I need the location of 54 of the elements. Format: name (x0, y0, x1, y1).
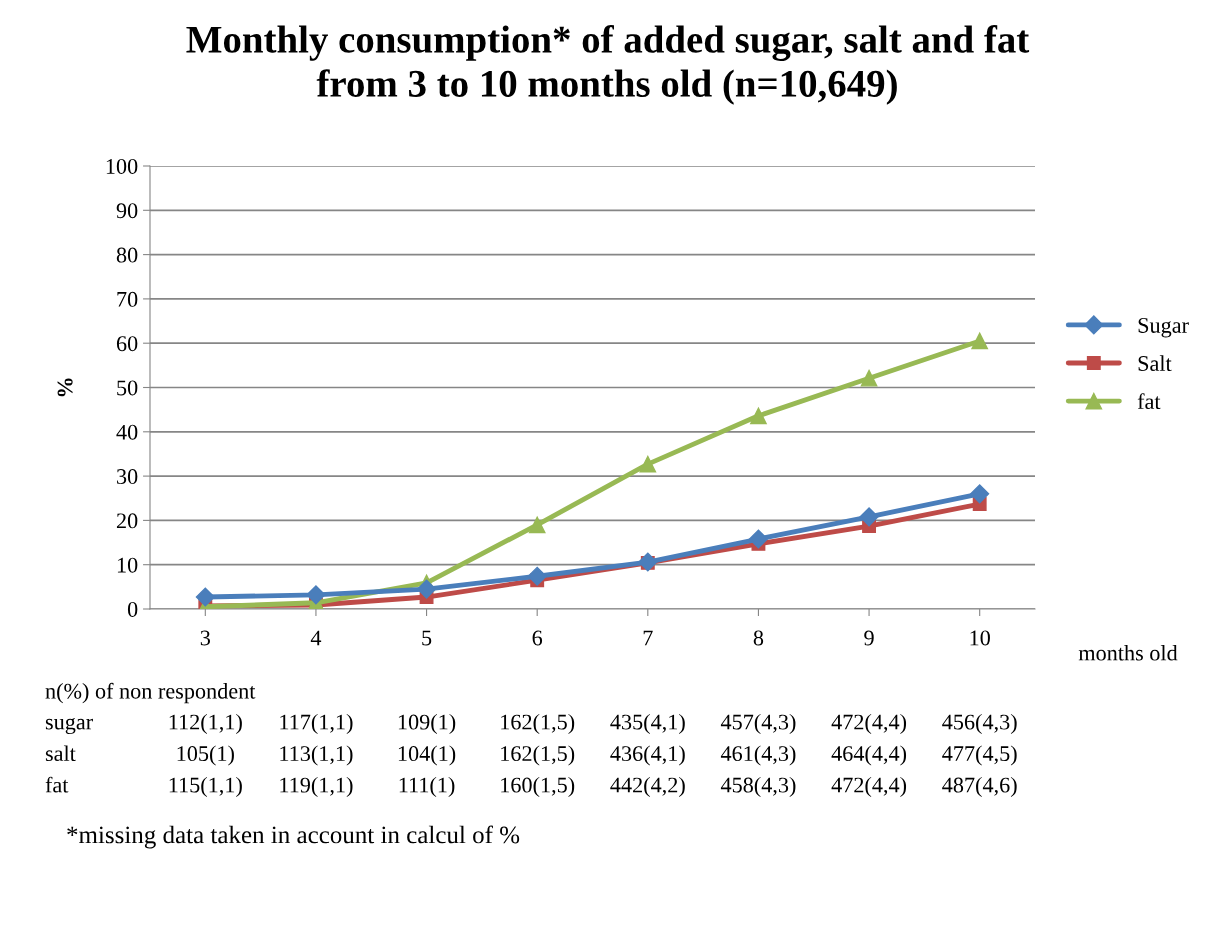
text: 117(1,1) (280, 713, 353, 735)
text: 112(1,1) (169, 713, 242, 735)
y-tick-label: 70 (117, 291, 138, 307)
text: 472(4,4) (831, 776, 907, 798)
text: 436(4,1) (610, 745, 685, 766)
y-tick-label: 30 (117, 469, 138, 485)
y-axis-title: % (57, 378, 73, 397)
text: 472(4,4) (831, 713, 907, 735)
text: 487(4,6) (942, 776, 1017, 798)
text: 109(1) (398, 713, 456, 735)
text: 105(1) (177, 745, 234, 766)
y-tick-label: 0 (127, 601, 138, 617)
x-axis-title: months old (1078, 644, 1178, 661)
text: 160(1,5) (501, 776, 575, 798)
x-tick-label: 4 (310, 630, 322, 646)
x-tick-label: 8 (753, 630, 764, 646)
y-tick-label: 50 (117, 380, 138, 396)
y-tick-label: 90 (116, 203, 138, 219)
text: 457(4,3) (720, 713, 796, 735)
text: 104(1) (398, 745, 456, 766)
x-tick-label: 6 (532, 630, 543, 646)
x-tick-label: 10 (970, 630, 990, 646)
text: 442(4,2) (610, 776, 685, 798)
text: 113(1,1) (280, 745, 353, 766)
text: sugar (45, 717, 93, 735)
text: 111(1) (399, 776, 455, 798)
y-tick-label: 10 (117, 557, 138, 573)
text: *missing data taken in account in calcul of % (67, 825, 520, 849)
text: 115(1,1) (169, 776, 242, 798)
text: 461(4,3) (720, 745, 796, 766)
text: salt (45, 745, 76, 762)
y-tick-label: 40 (116, 424, 138, 440)
chart-title: Monthly consumption* of added sugar, salt and fat from 3 to 10 months old (n=10,649) (186, 25, 1030, 105)
y-tick-label: 100 (106, 158, 138, 174)
legend-label: Sugar (1138, 317, 1189, 338)
legend-label: Salt (1138, 355, 1172, 372)
text: 477(4,5) (942, 745, 1017, 766)
text: 119(1,1) (280, 776, 353, 798)
text: 435(4,1) (610, 713, 685, 735)
x-tick-label: 5 (422, 630, 432, 646)
text: 456(4,3) (942, 713, 1017, 735)
y-tick-label: 20 (116, 513, 138, 529)
text: fat (45, 776, 69, 793)
legend-label: fat (1137, 393, 1161, 410)
x-tick-label: 7 (643, 630, 653, 646)
text: n(%) of non respondent (45, 682, 256, 704)
y-tick-label: 60 (116, 336, 138, 352)
text: 162(1,5) (501, 713, 575, 735)
x-tick-label: 9 (864, 630, 874, 646)
text: 458(4,3) (720, 776, 796, 798)
y-tick-label: 80 (116, 247, 138, 263)
text: 162(1,5) (501, 745, 575, 766)
text: 464(4,4) (831, 745, 907, 766)
x-tick-label: 3 (200, 630, 210, 646)
